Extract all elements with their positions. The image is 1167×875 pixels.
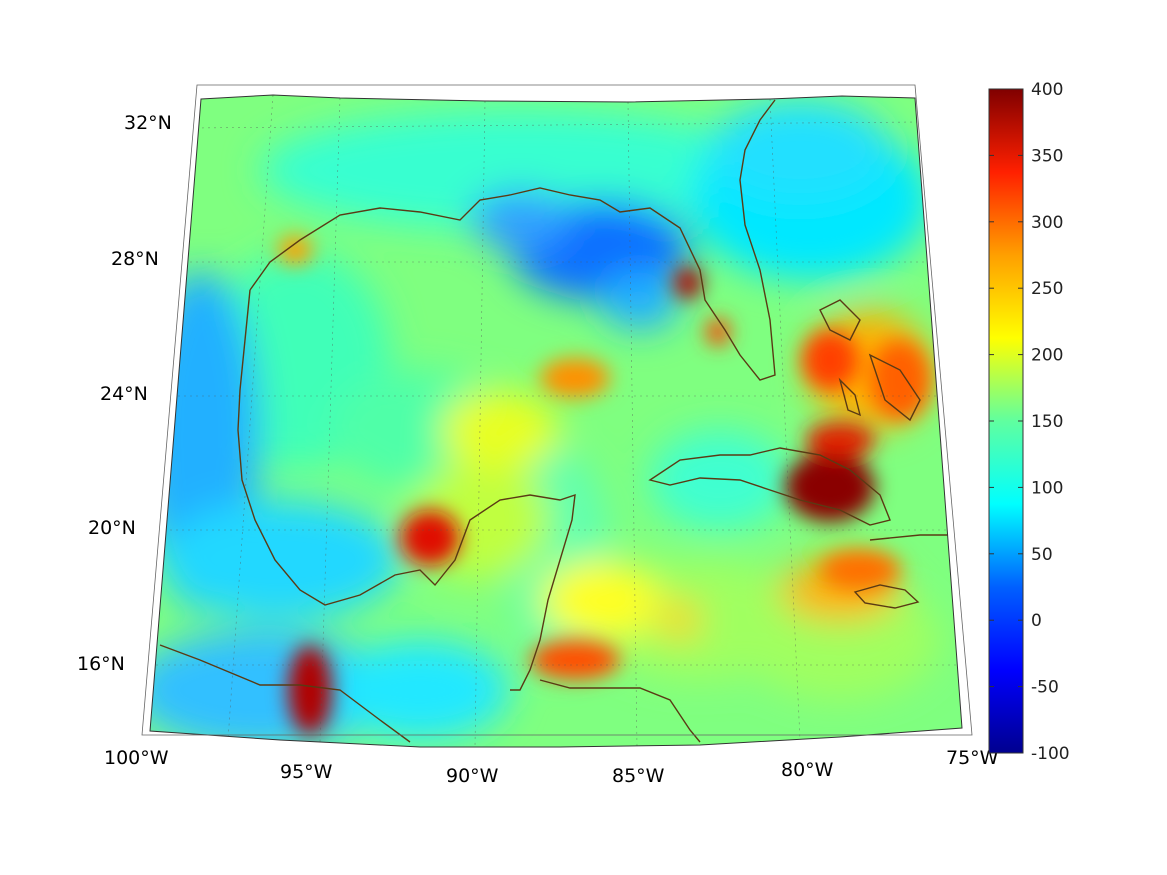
lat-label-28: 28°N <box>111 248 159 270</box>
colorbar-label: 150 <box>1031 412 1063 432</box>
colorbar-label: 250 <box>1031 279 1063 299</box>
map-data-field <box>150 95 962 747</box>
longitude-labels: 100°W 95°W 90°W 85°W 80°W 75°W <box>104 747 999 787</box>
graticule <box>150 95 958 747</box>
lon-label-100: 100°W <box>104 747 169 769</box>
colorbar-label: 400 <box>1031 80 1063 100</box>
coastlines <box>159 99 948 743</box>
colorbar-label: 100 <box>1031 478 1063 498</box>
lat-label-20: 20°N <box>88 517 136 539</box>
colorbar-label: 50 <box>1031 545 1053 565</box>
colorbar-label: 300 <box>1031 213 1063 233</box>
lat-label-16: 16°N <box>77 653 125 675</box>
map-frame <box>149 94 963 748</box>
colorbar-label: -50 <box>1031 678 1059 698</box>
latitude-labels: 32°N 28°N 24°N 20°N 16°N <box>77 112 172 675</box>
lat-label-24: 24°N <box>100 383 148 405</box>
lat-label-32: 32°N <box>124 112 172 134</box>
lon-label-95: 95°W <box>280 761 333 783</box>
map-frame-outer <box>141 84 973 736</box>
colorbar-label: -100 <box>1031 744 1070 764</box>
lon-label-90: 90°W <box>446 765 499 787</box>
lon-label-75: 75°W <box>946 747 999 769</box>
colorbar-label: 350 <box>1031 146 1063 166</box>
colorbar-label: 200 <box>1031 346 1063 366</box>
lon-label-80: 80°W <box>781 759 834 781</box>
colorbar-label: 0 <box>1031 611 1042 631</box>
colorbar: 400 350 300 250 200 150 100 50 0 -50 -100 <box>988 80 1070 764</box>
lon-label-85: 85°W <box>612 765 665 787</box>
colorbar-ramp <box>988 88 1024 754</box>
